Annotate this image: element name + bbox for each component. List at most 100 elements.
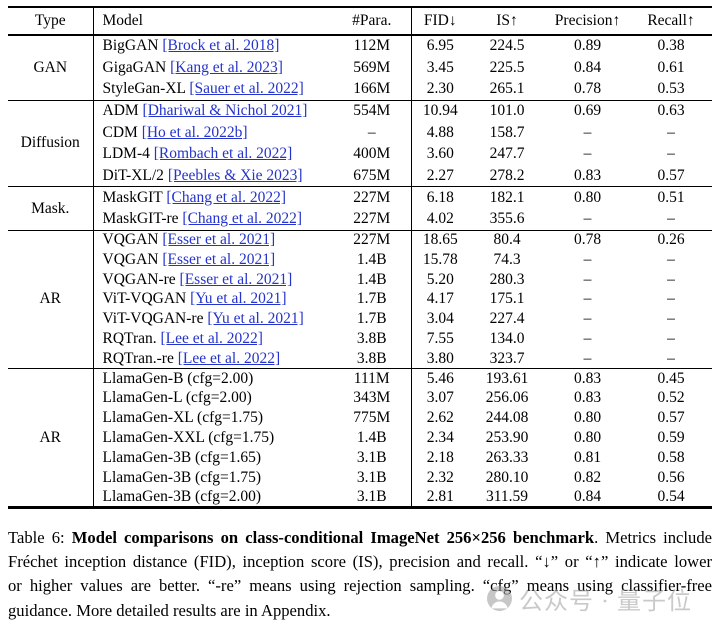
- precision-cell: –: [583, 330, 592, 348]
- recall-cell: 0.26: [630, 229, 712, 250]
- type-cell: Mask.: [8, 186, 93, 231]
- precision-cell: 0.78: [573, 79, 602, 97]
- model-cell: VQGAN-re [Esser et al. 2021]: [92, 269, 333, 290]
- fid-cell: 5.20: [410, 269, 469, 290]
- col-header-params: #Para.: [333, 7, 411, 36]
- precision-cell: 0.83: [573, 389, 602, 407]
- citation-link[interactable]: [Kang et al. 2023]: [170, 58, 283, 76]
- fid-cell: 2.27: [410, 165, 469, 187]
- recall-cell: 0.54: [657, 487, 685, 505]
- params-cell: 1.4B: [356, 250, 387, 268]
- model-cell: LlamaGen-XXL (cfg=1.75): [92, 428, 333, 448]
- precision-cell: –: [583, 290, 592, 308]
- model-name: VQGAN-re: [102, 270, 176, 288]
- caption-bold-title: Model comparisons on class-conditional I…: [71, 527, 595, 547]
- is-cell: 256.06: [485, 389, 529, 407]
- citation-link[interactable]: [Esser et al. 2021]: [162, 250, 276, 268]
- citation-link[interactable]: [Sauer et al. 2022]: [189, 79, 304, 97]
- params-cell: –: [367, 123, 376, 141]
- fid-cell: 2.62: [410, 408, 469, 429]
- table-row: LlamaGen-3B (cfg=2.00) 3.1B 2.81 311.59 …: [8, 487, 712, 508]
- is-cell: 227.4: [489, 310, 525, 328]
- fid-cell: 2.32: [410, 467, 469, 488]
- recall-cell: 0.53: [657, 79, 685, 97]
- col-header-is: IS↑: [469, 7, 545, 36]
- citation-link[interactable]: [Chang et al. 2022]: [166, 188, 287, 206]
- citation-link[interactable]: [Dhariwal & Nichol 2021]: [142, 102, 308, 120]
- model-cell: CDM [Ho et al. 2022b]: [92, 121, 333, 144]
- citation-link[interactable]: [Yu et al. 2021]: [207, 310, 304, 328]
- params-cell: 400M: [353, 145, 391, 163]
- model-name: DiT-XL/2: [102, 166, 164, 184]
- fid-cell: 6.95: [410, 34, 469, 57]
- citation-link[interactable]: [Brock et al. 2018]: [162, 37, 280, 55]
- recall-cell: 0.51: [630, 186, 712, 209]
- citation-link[interactable]: [Rombach et al. 2022]: [153, 145, 293, 163]
- precision-cell: 0.80: [573, 409, 602, 427]
- table-row: StyleGan-XL [Sauer et al. 2022] 166M 2.3…: [8, 78, 712, 101]
- recall-cell: –: [667, 310, 675, 328]
- precision-cell: –: [583, 349, 592, 367]
- precision-cell: –: [583, 250, 592, 268]
- table-row: LDM-4 [Rombach et al. 2022] 400M 3.60 24…: [8, 143, 712, 166]
- table-row: Mask. MaskGIT [Chang et al. 2022] 227M 6…: [8, 186, 712, 231]
- table-row: LlamaGen-3B (cfg=1.65) 3.1B 2.18 263.33 …: [8, 447, 712, 468]
- precision-cell: 0.84: [573, 487, 602, 505]
- precision-cell: –: [583, 145, 592, 163]
- params-cell: 675M: [353, 166, 391, 184]
- model-name: ADM: [102, 102, 139, 120]
- col-header-fid: FID↓: [410, 7, 469, 36]
- col-header-recall: Recall↑: [630, 7, 712, 36]
- is-cell: 182.1: [469, 186, 545, 209]
- is-cell: 175.1: [489, 290, 525, 308]
- model-name: ViT-VQGAN: [102, 290, 187, 308]
- citation-link[interactable]: [Lee et al. 2022]: [160, 330, 263, 348]
- precision-cell: 0.81: [573, 448, 602, 466]
- params-cell: 3.8B: [356, 349, 387, 367]
- fid-cell: 3.04: [410, 309, 469, 330]
- is-cell: 134.0: [489, 330, 525, 348]
- table-row: LlamaGen-L (cfg=2.00) 343M 3.07 256.06 0…: [8, 388, 712, 409]
- model-cell: LlamaGen-XL (cfg=1.75): [92, 408, 333, 429]
- table-row: Diffusion ADM [Dhariwal & Nichol 2021] 5…: [8, 99, 712, 187]
- citation-link[interactable]: [Esser et al. 2021]: [179, 270, 293, 288]
- model-cell: DiT-XL/2 [Peebles & Xie 2023]: [92, 165, 333, 187]
- model-cell: ViT-VQGAN [Yu et al. 2021]: [92, 289, 333, 310]
- citation-link[interactable]: [Esser et al. 2021]: [162, 231, 276, 249]
- params-cell: 775M: [353, 409, 391, 427]
- model-cell: BigGAN [Brock et al. 2018]: [92, 34, 333, 57]
- params-cell: 3.1B: [356, 468, 387, 486]
- is-cell: 224.5: [469, 34, 545, 57]
- citation-link[interactable]: [Ho et al. 2022b]: [141, 123, 248, 141]
- fid-cell: 3.45: [410, 56, 469, 79]
- table-row: ViT-VQGAN [Yu et al. 2021] 1.7B 4.17 175…: [8, 289, 712, 310]
- params-cell: 111M: [333, 368, 411, 389]
- table-row: AR VQGAN [Esser et al. 2021] 227M 18.65 …: [8, 229, 712, 369]
- table-row: DiT-XL/2 [Peebles & Xie 2023] 675M 2.27 …: [8, 165, 712, 187]
- fid-cell: 3.60: [410, 143, 469, 166]
- fid-cell: 2.34: [410, 428, 469, 448]
- table-header: Type Model #Para. FID↓ IS↑ Precision↑ Re…: [8, 7, 712, 36]
- citation-link[interactable]: [Chang et al. 2022]: [182, 210, 303, 228]
- model-cell: MaskGIT-re [Chang et al. 2022]: [92, 208, 333, 231]
- caption-line-1: Table 6: Model comparisons on class-cond…: [8, 526, 712, 550]
- model-cell: LlamaGen-3B (cfg=1.75): [92, 467, 333, 488]
- citation-link[interactable]: [Yu et al. 2021]: [190, 290, 287, 308]
- table-row: VQGAN-re [Esser et al. 2021] 1.4B 5.20 2…: [8, 269, 712, 290]
- fid-cell: 2.30: [410, 78, 469, 101]
- citation-link[interactable]: [Lee et al. 2022]: [177, 349, 281, 367]
- fid-cell: 4.17: [410, 289, 469, 310]
- model-cell: LlamaGen-B (cfg=2.00): [92, 368, 333, 389]
- table-row: LlamaGen-XXL (cfg=1.75) 1.4B 2.34 253.90…: [8, 428, 712, 448]
- recall-cell: 0.57: [657, 409, 685, 427]
- model-cell: ViT-VQGAN-re [Yu et al. 2021]: [92, 309, 333, 330]
- citation-link[interactable]: [Peebles & Xie 2023]: [167, 166, 303, 184]
- caption-label: Table 6:: [8, 527, 72, 547]
- params-cell: 343M: [353, 389, 391, 407]
- recall-cell: 0.57: [657, 166, 685, 184]
- results-table: Type Model #Para. FID↓ IS↑ Precision↑ Re…: [8, 6, 712, 509]
- table-row: AR LlamaGen-B (cfg=2.00) 111M 5.46 193.6…: [8, 368, 712, 508]
- model-name: ViT-VQGAN-re: [102, 310, 204, 328]
- fid-cell: 15.78: [410, 249, 469, 270]
